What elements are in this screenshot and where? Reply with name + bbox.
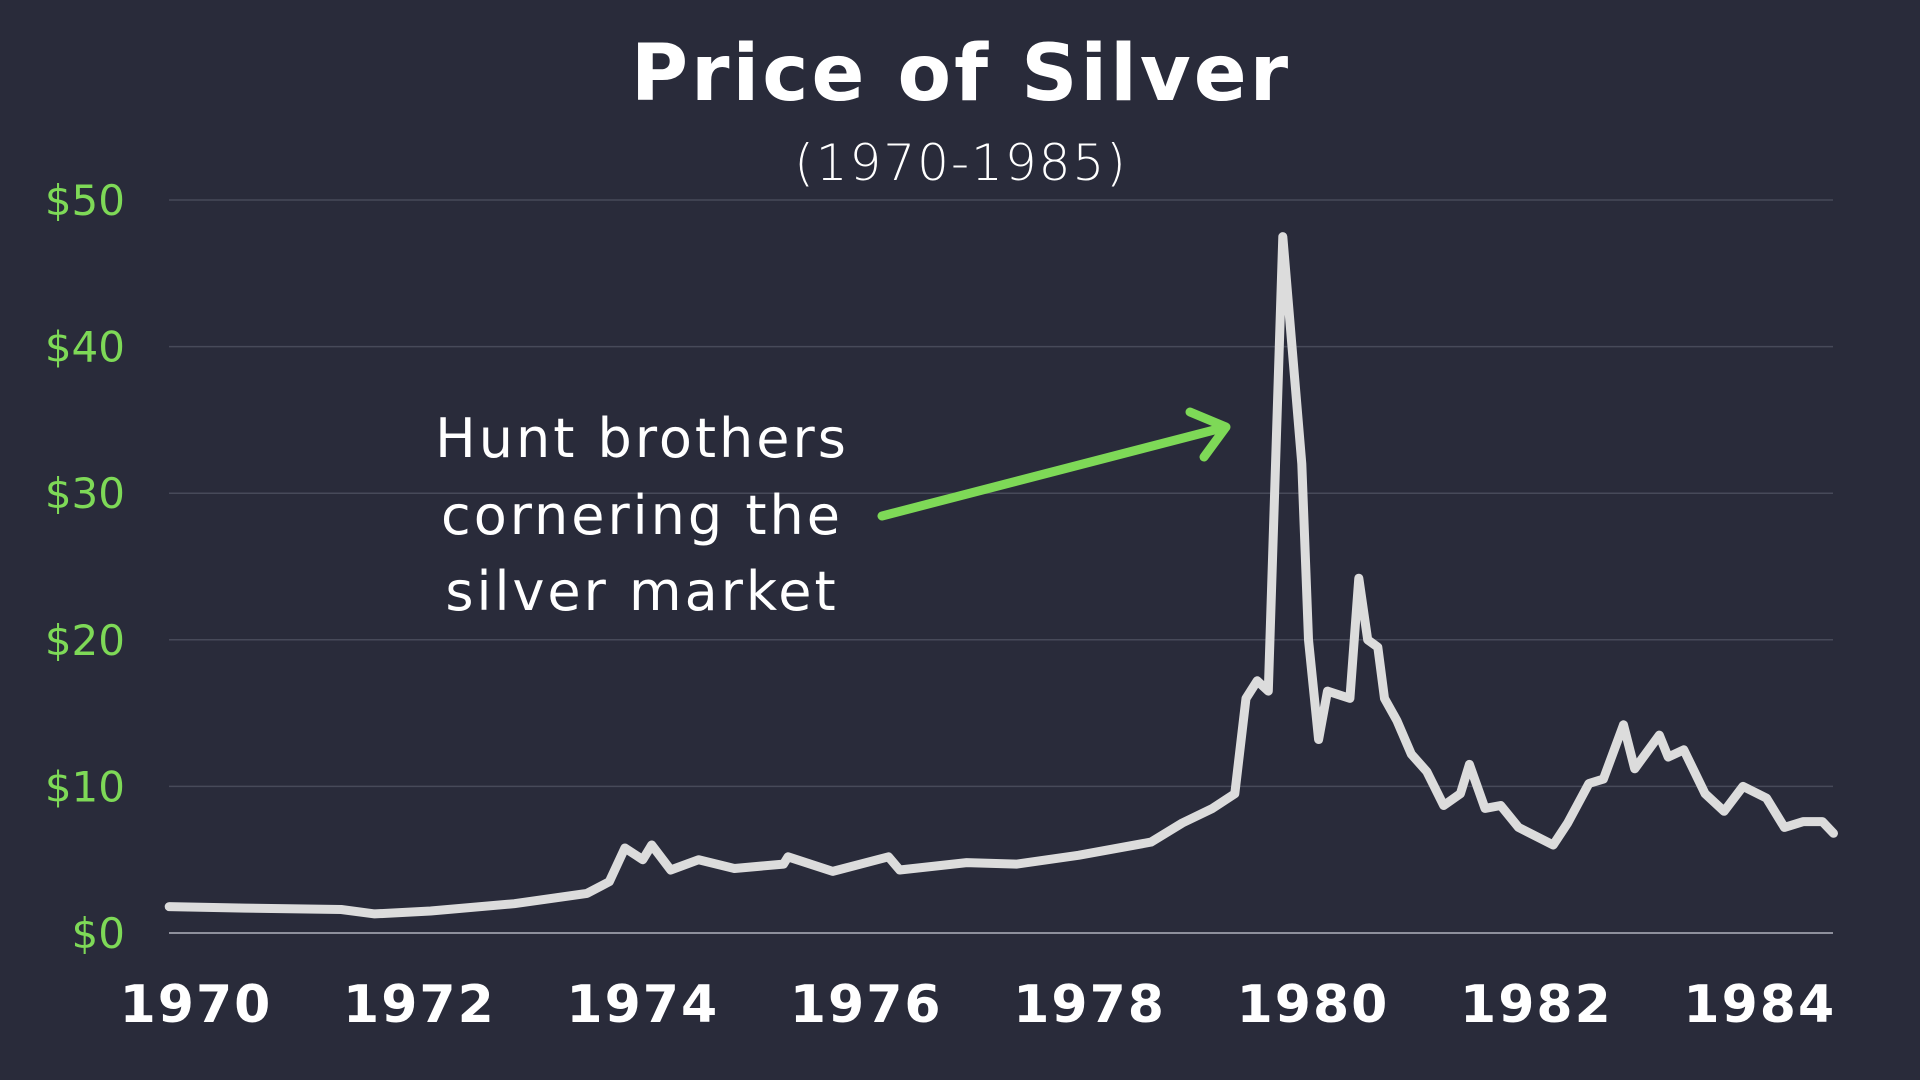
y-tick-label: $0 [72,909,125,958]
x-tick-label: 1976 [790,975,943,1035]
annotation-arrow [877,407,1231,521]
y-tick-label: $10 [45,762,125,811]
x-tick-label: 1974 [566,975,719,1035]
y-tick-label: $50 [45,176,125,225]
annotation-line-3: silver market [445,560,838,623]
gridlines [169,199,1833,934]
x-tick-label: 1972 [343,975,496,1035]
y-tick-label: $30 [45,469,125,518]
annotation: Hunt brothers cornering the silver marke… [435,407,1231,623]
series-line-silver-price [164,232,1838,919]
y-axis-ticks: $0 $10 $20 $30 $40 $50 [45,176,125,958]
y-tick-label: $20 [45,616,125,665]
x-tick-label: 1970 [120,975,273,1035]
x-tick-label: 1984 [1683,975,1836,1035]
chart-title: Price of Silver [631,29,1291,119]
x-tick-label: 1980 [1237,975,1390,1035]
annotation-line-1: Hunt brothers [435,407,849,470]
annotation-line-2: cornering the [441,484,843,547]
x-axis-ticks: 1970 1972 1974 1976 1978 1980 1982 1984 [120,975,1836,1035]
chart-subtitle: (1970-1985) [794,134,1128,192]
y-tick-label: $40 [45,323,125,372]
x-tick-label: 1978 [1013,975,1166,1035]
x-tick-label: 1982 [1460,975,1613,1035]
